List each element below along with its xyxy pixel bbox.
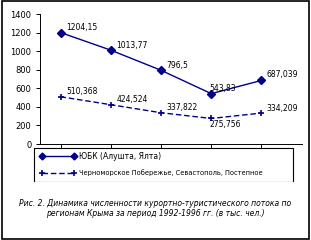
Text: ЮБК (Алушта, Ялта): ЮБК (Алушта, Ялта) (79, 152, 161, 161)
Text: 424,524: 424,524 (116, 95, 147, 104)
Text: Рис. 2. Динамика численности курортно-туристического потока по
регионам Крыма за: Рис. 2. Динамика численности курортно-ту… (20, 199, 292, 218)
Text: 275,756: 275,756 (209, 120, 241, 129)
Text: 1204,15: 1204,15 (66, 23, 97, 32)
Text: Черноморское Побережье, Севастополь, Постепное: Черноморское Побережье, Севастополь, Пос… (79, 169, 263, 176)
Text: 687,039: 687,039 (267, 70, 299, 79)
Text: 543,83: 543,83 (209, 84, 236, 93)
FancyBboxPatch shape (34, 148, 293, 182)
Text: 796,5: 796,5 (166, 61, 188, 70)
Text: 337,822: 337,822 (166, 103, 198, 112)
Text: 334,209: 334,209 (267, 104, 299, 113)
Text: 510,368: 510,368 (66, 87, 97, 96)
Text: 1013,77: 1013,77 (116, 41, 147, 50)
